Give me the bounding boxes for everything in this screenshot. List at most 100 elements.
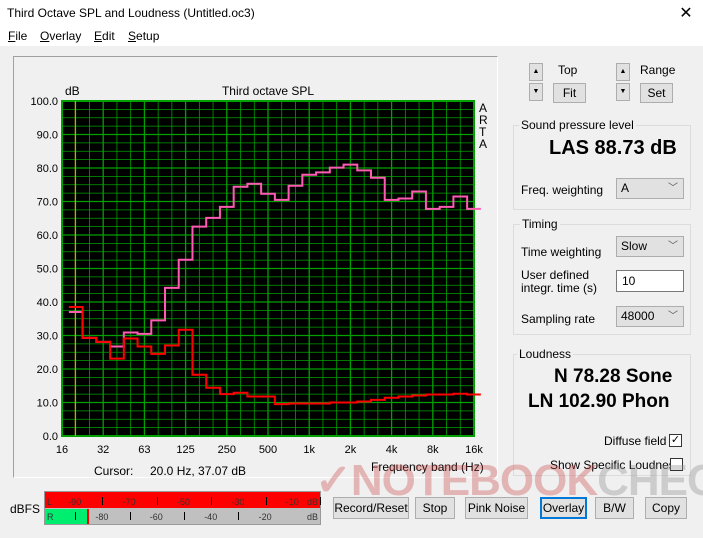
y-tick-label: 50.0 <box>37 264 58 276</box>
time-weighting-value: Slow <box>621 239 648 253</box>
arta-label: A <box>479 101 487 115</box>
left-tick-label: -30 <box>231 497 245 507</box>
arta-label: R <box>479 113 488 127</box>
title-bar <box>0 0 703 26</box>
meter-tick <box>211 497 213 505</box>
loudness-n: N 78.28 Sone <box>554 366 673 387</box>
menu-bar <box>0 26 703 46</box>
timing-group <box>513 224 691 335</box>
x-tick-label: 250 <box>218 444 236 456</box>
pink-noise-button[interactable]: Pink Noise <box>465 497 528 519</box>
diffuse-field-checkbox[interactable]: ✓ <box>669 434 682 447</box>
meter-tick <box>156 497 158 505</box>
record-reset-button[interactable]: Record/Reset <box>333 497 409 519</box>
x-tick-label: 500 <box>259 444 277 456</box>
left-meter-bar <box>45 492 320 508</box>
loudness-ln: LN 102.90 Phon <box>528 391 670 412</box>
right-tick-label: -20 <box>258 512 272 522</box>
time-weighting-label: Time weighting <box>521 245 602 259</box>
y-tick-label: 0.0 <box>43 431 58 443</box>
sampling-rate-label: Sampling rate <box>521 312 596 326</box>
arta-label: A <box>479 137 487 151</box>
set-button[interactable]: Set <box>640 83 673 103</box>
y-tick-label: 20.0 <box>37 364 58 376</box>
loudness-group <box>513 354 691 476</box>
x-tick-label: 16k <box>465 444 483 456</box>
menu-overlay[interactable]: Overlay <box>40 29 82 43</box>
x-tick-label: 8k <box>427 444 439 456</box>
left-channel-label: L <box>47 497 53 507</box>
y-tick-label: 100.0 <box>30 96 58 108</box>
y-tick-label: 40.0 <box>37 297 58 309</box>
right-tick-label: -40 <box>204 512 218 522</box>
copy-button[interactable]: Copy <box>645 497 687 519</box>
integr-label-1: User defined <box>521 268 590 282</box>
top-down-button[interactable]: ▼ <box>529 83 543 101</box>
series-line-1 <box>68 306 481 406</box>
freq-weighting-label: Freq. weighting <box>521 183 604 197</box>
y-axis-label: dB <box>65 84 80 98</box>
meter-tick <box>75 512 77 520</box>
meter-tick <box>238 512 240 520</box>
dbfs-label: dBFS <box>10 502 41 516</box>
chevron-down-icon: ﹀ <box>668 241 678 252</box>
menu-edit[interactable]: Edit <box>94 29 115 43</box>
range-label: Range <box>640 63 676 77</box>
sampling-rate-value: 48000 <box>621 309 655 323</box>
left-unit: dB <box>307 497 319 507</box>
meter-tick <box>320 497 321 505</box>
time-weighting-select[interactable]: Slow ﹀ <box>616 236 684 257</box>
left-tick-label: -70 <box>122 497 136 507</box>
overlay-button[interactable]: Overlay <box>540 497 587 519</box>
right-unit: dB <box>307 512 319 522</box>
menu-file[interactable]: File <box>8 29 28 43</box>
top-up-button[interactable]: ▲ <box>529 63 543 81</box>
range-down-button[interactable]: ▼ <box>616 83 630 101</box>
show-specific-checkbox[interactable] <box>670 458 683 471</box>
right-tick-label: -60 <box>149 512 163 522</box>
y-tick-label: 30.0 <box>37 331 58 343</box>
x-tick-label: 63 <box>138 444 150 456</box>
left-tick-label: -10 <box>285 497 299 507</box>
x-tick-label: 16 <box>56 444 68 456</box>
chevron-down-icon: ﹀ <box>668 311 678 322</box>
meter-tick <box>184 512 185 520</box>
meter-tick <box>102 497 104 505</box>
close-icon[interactable]: ✕ <box>679 5 693 22</box>
x-tick-label: 4k <box>386 444 398 456</box>
x-tick-label: 125 <box>176 444 194 456</box>
integr-label-2: integr. time (s) <box>521 281 598 295</box>
diffuse-field-label: Diffuse field <box>604 434 667 448</box>
x-tick-label: 32 <box>97 444 109 456</box>
timing-group-title: Timing <box>520 217 560 231</box>
right-tick-label: -80 <box>95 512 109 522</box>
meter-tick <box>129 512 131 520</box>
arta-label: T <box>479 125 487 139</box>
left-tick-label: -90 <box>68 497 82 507</box>
y-tick-label: 80.0 <box>37 163 58 175</box>
sampling-rate-select[interactable]: 48000 ﹀ <box>616 306 684 327</box>
y-tick-label: 90.0 <box>37 130 58 142</box>
cursor-value: 20.0 Hz, 37.07 dB <box>150 464 247 478</box>
y-tick-label: 10.0 <box>37 398 58 410</box>
y-tick-label: 70.0 <box>37 197 58 209</box>
x-tick-label: 1k <box>303 444 315 456</box>
top-label: Top <box>558 63 578 77</box>
cursor-label: Cursor: <box>94 464 134 478</box>
left-tick-label: -50 <box>177 497 191 507</box>
chevron-down-icon: ﹀ <box>668 183 678 194</box>
integr-time-input[interactable]: 10 <box>616 270 684 292</box>
y-tick-label: 60.0 <box>37 230 58 242</box>
range-up-button[interactable]: ▲ <box>616 63 630 81</box>
menu-setup[interactable]: Setup <box>128 29 160 43</box>
series-line-0 <box>68 163 481 348</box>
x-axis-label: Frequency band (Hz) <box>371 460 484 474</box>
freq-weighting-select[interactable]: A ﹀ <box>616 178 684 199</box>
stop-button[interactable]: Stop <box>415 497 455 519</box>
freq-weighting-value: A <box>621 181 630 195</box>
loudness-group-title: Loudness <box>517 347 574 361</box>
bw-button[interactable]: B/W <box>595 497 634 519</box>
right-channel-label: R <box>47 512 54 522</box>
fit-button[interactable]: Fit <box>553 83 586 103</box>
